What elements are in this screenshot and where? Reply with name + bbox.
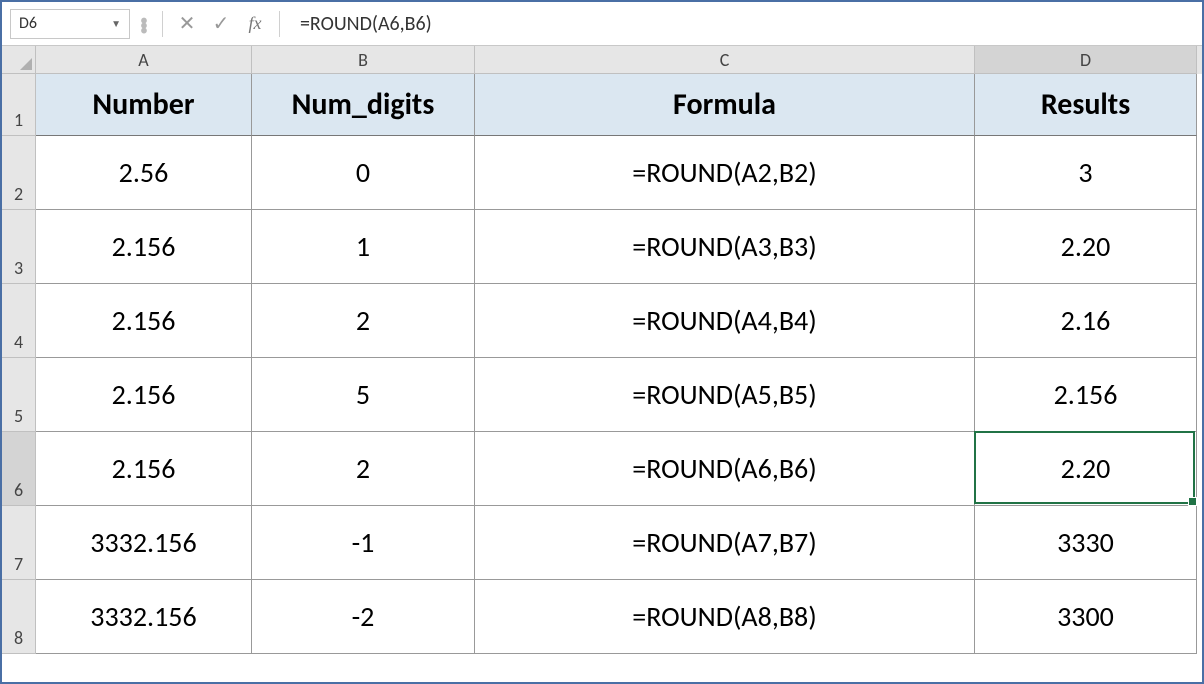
cell-D6[interactable]: 2.20 xyxy=(975,432,1197,506)
fx-icon[interactable]: fx xyxy=(241,10,269,38)
header-number[interactable]: Number xyxy=(36,74,252,136)
cell-B4[interactable]: 2 xyxy=(252,284,475,358)
cell-B2[interactable]: 0 xyxy=(252,136,475,210)
row-header-1[interactable]: 1 xyxy=(2,74,36,136)
row-header-5[interactable]: 5 xyxy=(2,358,36,432)
cell-C3[interactable]: =ROUND(A3,B3) xyxy=(475,210,975,284)
cell-C4[interactable]: =ROUND(A4,B4) xyxy=(475,284,975,358)
row-header-3[interactable]: 3 xyxy=(2,210,36,284)
col-header-B[interactable]: B xyxy=(252,46,475,74)
cell-A2[interactable]: 2.56 xyxy=(36,136,252,210)
cell-D3[interactable]: 2.20 xyxy=(975,210,1197,284)
cell-A4[interactable]: 2.156 xyxy=(36,284,252,358)
cell-C8[interactable]: =ROUND(A8,B8) xyxy=(475,580,975,654)
cell-D2[interactable]: 3 xyxy=(975,136,1197,210)
select-all-corner[interactable] xyxy=(2,46,36,74)
header-num-digits[interactable]: Num_digits xyxy=(252,74,475,136)
separator xyxy=(279,11,280,37)
cell-A5[interactable]: 2.156 xyxy=(36,358,252,432)
formula-input[interactable] xyxy=(290,9,1194,39)
row-header-8[interactable]: 8 xyxy=(2,580,36,654)
col-header-D[interactable]: D xyxy=(975,46,1197,74)
table-row: 2.156 5 =ROUND(A5,B5) 2.156 xyxy=(36,358,1197,432)
cell-grid: Number Num_digits Formula Results 2.56 0… xyxy=(36,74,1197,654)
table-row: 2.56 0 =ROUND(A2,B2) 3 xyxy=(36,136,1197,210)
formula-bar: D6 ▼ ••• ✕ ✓ fx xyxy=(2,2,1202,46)
row-header-6[interactable]: 6 xyxy=(2,432,36,506)
cell-A3[interactable]: 2.156 xyxy=(36,210,252,284)
cell-B8[interactable]: -2 xyxy=(252,580,475,654)
table-row: 2.156 1 =ROUND(A3,B3) 2.20 xyxy=(36,210,1197,284)
column-headers: A B C D xyxy=(2,46,1202,74)
drag-handle-icon: ••• xyxy=(136,17,152,30)
table-row: 2.156 2 =ROUND(A4,B4) 2.16 xyxy=(36,284,1197,358)
row-headers: 1 2 3 4 5 6 7 8 xyxy=(2,74,36,654)
chevron-down-icon[interactable]: ▼ xyxy=(111,17,121,30)
row-header-7[interactable]: 7 xyxy=(2,506,36,580)
table-row: 3332.156 -2 =ROUND(A8,B8) 3300 xyxy=(36,580,1197,654)
cell-C7[interactable]: =ROUND(A7,B7) xyxy=(475,506,975,580)
table-header-row: Number Num_digits Formula Results xyxy=(36,74,1197,136)
spreadsheet: A B C D 1 2 3 4 5 6 7 8 Number Num_digit… xyxy=(2,46,1202,654)
cell-D7[interactable]: 3330 xyxy=(975,506,1197,580)
cell-A8[interactable]: 3332.156 xyxy=(36,580,252,654)
cell-B5[interactable]: 5 xyxy=(252,358,475,432)
cell-B6[interactable]: 2 xyxy=(252,432,475,506)
col-header-A[interactable]: A xyxy=(36,46,252,74)
cell-D8[interactable]: 3300 xyxy=(975,580,1197,654)
cell-D5[interactable]: 2.156 xyxy=(975,358,1197,432)
cell-A7[interactable]: 3332.156 xyxy=(36,506,252,580)
enter-button[interactable]: ✓ xyxy=(207,10,235,38)
cell-C5[interactable]: =ROUND(A5,B5) xyxy=(475,358,975,432)
cell-D4[interactable]: 2.16 xyxy=(975,284,1197,358)
cell-C6[interactable]: =ROUND(A6,B6) xyxy=(475,432,975,506)
row-header-4[interactable]: 4 xyxy=(2,284,36,358)
name-box[interactable]: D6 ▼ xyxy=(10,9,130,39)
cell-B7[interactable]: -1 xyxy=(252,506,475,580)
cell-C2[interactable]: =ROUND(A2,B2) xyxy=(475,136,975,210)
row-header-2[interactable]: 2 xyxy=(2,136,36,210)
cell-B3[interactable]: 1 xyxy=(252,210,475,284)
separator xyxy=(162,11,163,37)
table-row: 3332.156 -1 =ROUND(A7,B7) 3330 xyxy=(36,506,1197,580)
col-header-C[interactable]: C xyxy=(475,46,975,74)
table-row: 2.156 2 =ROUND(A6,B6) 2.20 xyxy=(36,432,1197,506)
name-box-value: D6 xyxy=(19,14,37,33)
cell-A6[interactable]: 2.156 xyxy=(36,432,252,506)
cancel-button[interactable]: ✕ xyxy=(173,10,201,38)
header-formula[interactable]: Formula xyxy=(475,74,975,136)
header-results[interactable]: Results xyxy=(975,74,1197,136)
